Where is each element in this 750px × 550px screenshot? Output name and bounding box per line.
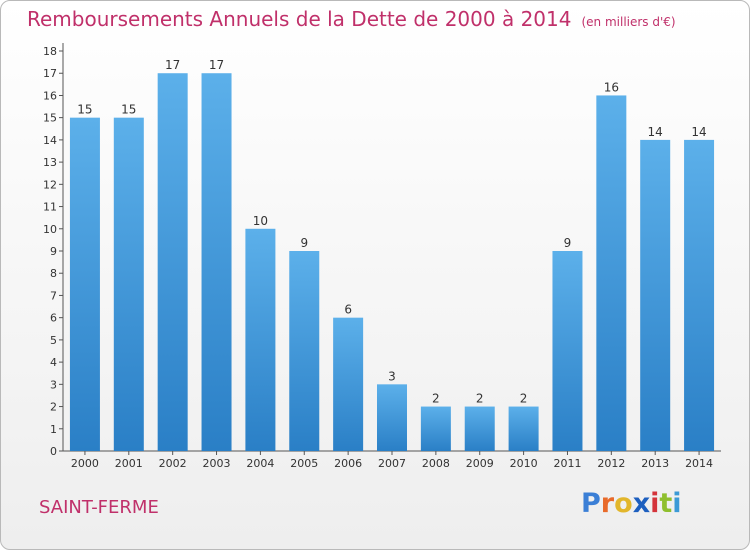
logo-letter: o — [614, 488, 633, 519]
bar — [113, 117, 144, 452]
bar — [464, 406, 495, 451]
bar — [684, 139, 715, 451]
x-tick-label: 2011 — [553, 457, 581, 470]
y-tick-label: 10 — [43, 223, 57, 236]
logo-letter: P — [581, 488, 601, 519]
bar — [596, 95, 627, 451]
commune-name: SAINT-FERME — [39, 497, 159, 518]
bar — [201, 73, 232, 451]
x-tick-label: 2014 — [685, 457, 713, 470]
bar — [69, 117, 100, 452]
chart-title-text: Remboursements Annuels de la Dette de 20… — [27, 7, 572, 31]
x-tick-label: 2005 — [290, 457, 318, 470]
y-tick-label: 17 — [43, 67, 57, 80]
y-tick-label: 15 — [43, 112, 57, 125]
x-tick-label: 2008 — [422, 457, 450, 470]
data-label: 3 — [388, 369, 396, 383]
proxiti-logo: Proxiti — [581, 488, 682, 519]
y-tick-label: 3 — [50, 378, 57, 391]
data-label: 17 — [165, 58, 180, 72]
y-tick-label: 5 — [50, 334, 57, 347]
bar — [333, 317, 364, 451]
x-tick-label: 2010 — [510, 457, 538, 470]
x-tick-label: 2013 — [641, 457, 669, 470]
y-tick-label: 6 — [50, 312, 57, 325]
data-label: 9 — [564, 236, 572, 250]
y-tick-label: 18 — [43, 45, 57, 58]
bar — [377, 384, 407, 451]
x-tick-label: 2012 — [597, 457, 625, 470]
y-tick-label: 13 — [43, 156, 57, 169]
bar — [157, 73, 188, 451]
data-label: 6 — [344, 303, 352, 317]
y-tick-label: 8 — [50, 267, 57, 280]
y-tick-label: 11 — [43, 201, 57, 214]
x-tick-label: 2003 — [203, 457, 231, 470]
data-label: 9 — [300, 236, 308, 250]
bar — [552, 251, 583, 451]
y-tick-label: 9 — [50, 245, 57, 258]
data-label: 14 — [648, 125, 663, 139]
logo-letter: x — [632, 488, 651, 519]
logo-letter: i — [650, 488, 660, 519]
logo-letter: i — [672, 488, 682, 519]
y-tick-label: 12 — [43, 178, 57, 191]
y-tick-label: 14 — [43, 134, 57, 147]
unit-label: (en milliers d'€) — [581, 15, 676, 29]
y-tick-label: 2 — [50, 401, 57, 414]
bar — [289, 251, 320, 451]
bar — [640, 139, 671, 451]
bar — [245, 228, 276, 451]
x-tick-label: 2004 — [246, 457, 274, 470]
x-tick-label: 2002 — [159, 457, 187, 470]
x-tick-label: 2006 — [334, 457, 362, 470]
data-label: 2 — [432, 392, 440, 406]
y-tick-label: 4 — [50, 356, 57, 369]
chart-title: Remboursements Annuels de la Dette de 20… — [27, 7, 676, 31]
data-label: 15 — [121, 103, 136, 117]
bar — [508, 406, 539, 451]
x-tick-label: 2000 — [71, 457, 99, 470]
data-label: 2 — [520, 392, 528, 406]
data-label: 17 — [209, 58, 224, 72]
data-label: 10 — [253, 214, 268, 228]
logo-letter: r — [600, 488, 615, 519]
bars: 15 15 17 17 10 9 6 3 2 2 2 9 16 14 14 — [69, 58, 715, 452]
bar — [420, 406, 451, 451]
y-tick-label: 7 — [50, 289, 57, 302]
y-tick-label: 1 — [50, 423, 57, 436]
data-label: 2 — [476, 392, 484, 406]
x-tick-label: 2001 — [115, 457, 143, 470]
data-label: 15 — [77, 103, 92, 117]
y-tick-label: 0 — [50, 445, 57, 458]
data-label: 16 — [604, 80, 619, 94]
logo-letter: t — [659, 488, 673, 519]
data-label: 14 — [691, 125, 706, 139]
x-tick-label: 2007 — [378, 457, 406, 470]
y-tick-label: 16 — [43, 89, 57, 102]
x-axis: 2000 2001 2002 2003 2004 2005 2006 2007 2008 2009… — [63, 450, 721, 470]
x-tick-label: 2009 — [466, 457, 494, 470]
